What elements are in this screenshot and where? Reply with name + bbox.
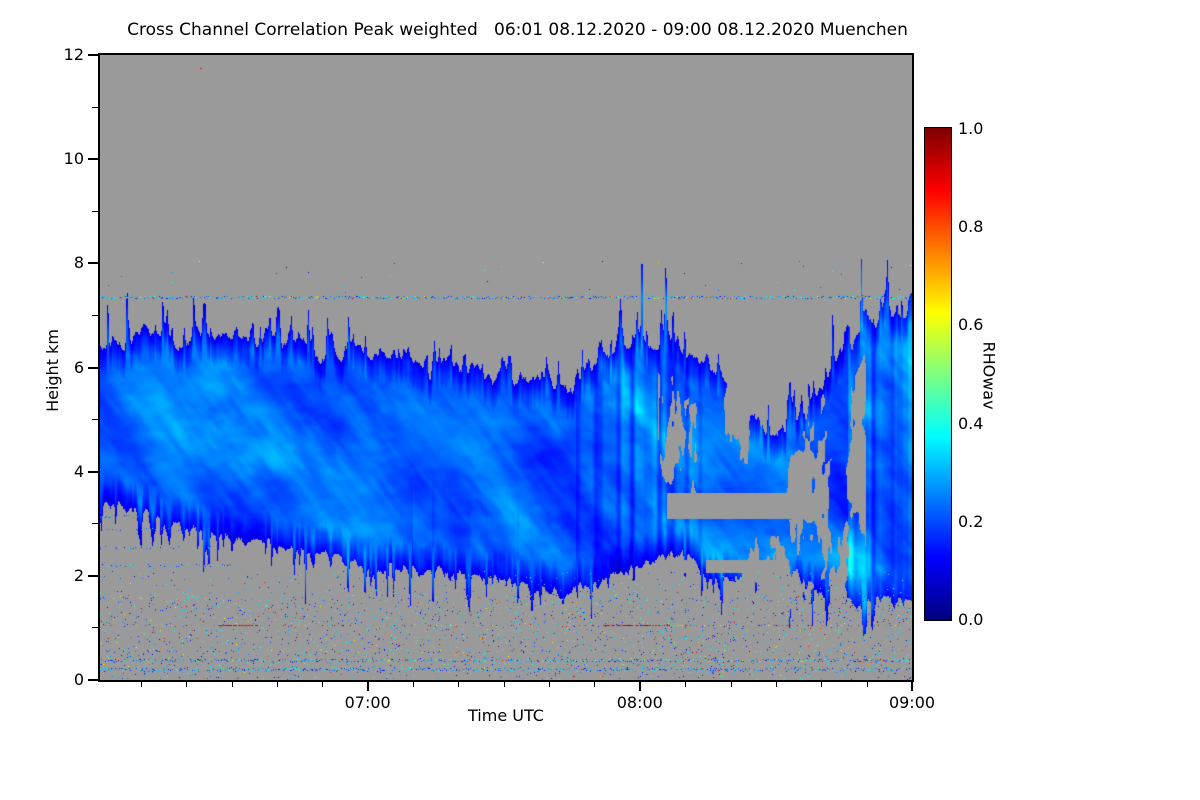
x-axis-minor-tick bbox=[730, 682, 732, 687]
chart-title: Cross Channel Correlation Peak weighted … bbox=[127, 20, 908, 40]
x-axis-minor-tick bbox=[413, 682, 414, 687]
colorbar-tick-label: 0.0 bbox=[958, 610, 984, 629]
y-tick-label: 6 bbox=[73, 357, 84, 377]
x-axis-label: Time UTC bbox=[468, 706, 544, 725]
x-axis-minor-tick bbox=[821, 682, 823, 687]
x-tick-label: 07:00 bbox=[344, 693, 391, 712]
colorbar-tick-label: 0.8 bbox=[958, 217, 984, 237]
x-axis-minor-tick bbox=[322, 682, 324, 687]
colorbar-label: RHOwav bbox=[979, 340, 999, 410]
y-tick-label: 8 bbox=[73, 253, 84, 273]
colorbar-tick-label: 1.0 bbox=[958, 119, 984, 138]
heatmap-canvas bbox=[98, 53, 914, 682]
y-tick-label: 12 bbox=[63, 45, 84, 64]
y-axis-major-tick bbox=[88, 679, 98, 681]
y-axis-major-tick bbox=[88, 574, 98, 577]
y-axis-minor-tick bbox=[92, 523, 98, 525]
y-tick-label: 0 bbox=[73, 670, 84, 689]
y-axis-minor-tick bbox=[92, 419, 98, 421]
y-axis-major-tick bbox=[88, 262, 98, 265]
x-axis-minor-tick bbox=[549, 682, 551, 687]
colorbar-tick-label: 0.4 bbox=[958, 413, 984, 433]
y-axis-major-tick bbox=[88, 54, 98, 56]
colorbar-label-wrap: RHOwav bbox=[975, 240, 1003, 510]
colorbar-tick-label: 0.6 bbox=[958, 315, 984, 335]
x-axis-minor-tick bbox=[594, 682, 596, 687]
x-axis-minor-tick bbox=[186, 682, 188, 687]
y-axis-major-tick bbox=[88, 366, 98, 369]
y-axis-minor-tick bbox=[92, 210, 98, 212]
y-axis-minor-tick bbox=[92, 314, 98, 316]
y-axis-major-tick bbox=[88, 470, 98, 473]
x-axis-minor-tick bbox=[866, 682, 868, 687]
colorbar-tick-label: 0.2 bbox=[958, 511, 984, 531]
x-axis-minor-tick bbox=[503, 682, 505, 687]
x-axis-major-tick bbox=[366, 682, 369, 691]
y-axis-minor-tick bbox=[92, 106, 98, 108]
x-axis-minor-tick bbox=[231, 682, 233, 687]
y-tick-label: 2 bbox=[73, 565, 84, 585]
x-axis-minor-tick bbox=[458, 682, 460, 687]
x-axis-major-tick bbox=[638, 682, 641, 691]
y-tick-label: 10 bbox=[63, 149, 84, 169]
x-tick-label: 08:00 bbox=[616, 693, 663, 712]
x-axis-minor-tick bbox=[276, 682, 278, 687]
y-axis-minor-tick bbox=[92, 627, 98, 629]
x-axis-minor-tick bbox=[775, 682, 777, 687]
colorbar bbox=[924, 127, 952, 621]
y-tick-label: 4 bbox=[73, 461, 84, 481]
y-axis-major-tick bbox=[88, 158, 98, 161]
x-axis-minor-tick bbox=[685, 682, 687, 687]
x-axis-minor-tick bbox=[140, 682, 142, 687]
x-axis-major-tick bbox=[911, 682, 913, 691]
x-tick-label: 09:00 bbox=[888, 693, 936, 712]
